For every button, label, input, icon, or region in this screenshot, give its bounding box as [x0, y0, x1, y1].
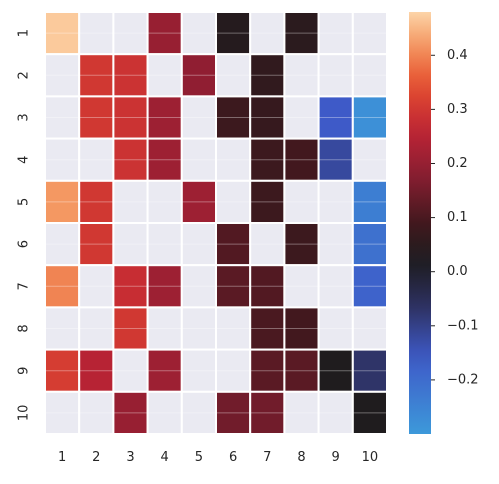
y-tick-label: 7: [17, 282, 32, 290]
heatmap-cell: [112, 95, 149, 140]
x-tick-label: 7: [263, 450, 271, 465]
heatmap-cell: [283, 306, 320, 351]
x-tick-label: 10: [362, 450, 379, 465]
heatmap-cell-empty: [180, 222, 218, 267]
heatmap-cell-empty: [180, 95, 218, 140]
heatmap-cell-empty: [146, 390, 183, 435]
heatmap-cell-empty: [78, 390, 115, 435]
y-tick-label: 9: [17, 367, 32, 375]
heatmap-cell-empty: [283, 179, 320, 225]
x-axis-ticks: 1 2 3 4 5 6 7 8 9 10: [58, 450, 378, 465]
heatmap-cell-empty: [44, 95, 81, 140]
colorbar-tick-label: 0.3: [447, 102, 468, 117]
heatmap-cells: [44, 11, 388, 435]
heatmap-cell-empty: [317, 306, 354, 351]
heatmap-cell-empty: [146, 222, 183, 267]
heatmap-cell: [112, 390, 149, 435]
heatmap-cell-empty: [215, 306, 252, 351]
heatmap-cell: [351, 179, 388, 225]
y-tick-label: 6: [17, 240, 32, 248]
heatmap-cell-empty: [180, 348, 218, 393]
y-tick-label: 4: [17, 156, 32, 164]
x-tick-label: 4: [161, 450, 169, 465]
y-tick-label: 5: [17, 198, 32, 206]
heatmap-cell-empty: [351, 53, 388, 98]
heatmap-cell-empty: [317, 222, 354, 267]
heatmap-cell-empty: [146, 53, 183, 98]
y-tick-label: 8: [17, 324, 32, 332]
heatmap-cell: [78, 53, 115, 98]
heatmap-cell: [44, 11, 81, 56]
heatmap-cell: [112, 264, 149, 309]
x-tick-label: 3: [126, 450, 134, 465]
heatmap-cell-empty: [283, 390, 320, 435]
colorbar-tick-label: 0.4: [447, 48, 468, 63]
colorbar: 0.4 0.3 0.2 0.1 0.0 −0.1 −0.2: [409, 12, 479, 434]
heatmap-cell-empty: [215, 348, 252, 393]
y-tick-label: 1: [17, 29, 32, 37]
x-tick-label: 8: [297, 450, 305, 465]
y-axis-ticks: 1 2 3 4 5 6 7 8 9 10: [17, 29, 32, 421]
x-tick-label: 5: [195, 450, 203, 465]
heatmap-cell-empty: [112, 179, 149, 225]
heatmap-cell: [146, 264, 183, 309]
y-tick-label: 3: [17, 113, 32, 121]
heatmap-cell: [180, 53, 218, 98]
y-tick-label: 10: [17, 405, 32, 422]
colorbar-tick-label: −0.1: [447, 318, 479, 333]
colorbar-tick-label: 0.0: [447, 264, 468, 279]
colorbar-gradient: [409, 12, 431, 434]
heatmap-cell-empty: [112, 11, 149, 56]
x-tick-label: 6: [229, 450, 237, 465]
colorbar-tick-label: 0.1: [447, 210, 468, 225]
heatmap-cell-empty: [317, 53, 354, 98]
heatmap-cell: [215, 95, 252, 140]
x-tick-label: 1: [58, 450, 66, 465]
heatmap-cell-empty: [351, 137, 388, 182]
heatmap-cell: [283, 11, 320, 56]
x-tick-label: 9: [332, 450, 340, 465]
heatmap-cell-empty: [78, 11, 115, 56]
y-tick-label: 2: [17, 71, 32, 79]
heatmap-cell-empty: [180, 264, 218, 309]
heatmap-cell: [249, 53, 286, 98]
heatmap-cell: [283, 222, 320, 267]
heatmap-cell-empty: [351, 11, 388, 56]
heatmap-cell-empty: [78, 306, 115, 351]
x-tick-label: 2: [92, 450, 100, 465]
heatmap-cell: [351, 222, 388, 267]
colorbar-tick-label: −0.2: [447, 372, 479, 387]
heatmap-cell: [351, 264, 388, 309]
heatmap-cell: [215, 222, 252, 267]
heatmap-cell-empty: [317, 390, 354, 435]
heatmap-cell-empty: [351, 306, 388, 351]
heatmap-cell-empty: [146, 179, 183, 225]
heatmap-cell: [215, 390, 252, 435]
heatmap-cell: [44, 179, 81, 225]
heatmap-cell-empty: [283, 53, 320, 98]
colorbar-tick-label: 0.2: [447, 156, 468, 171]
heatmap-cell: [112, 306, 149, 351]
heatmap-cell: [317, 137, 354, 182]
heatmap-cell: [351, 390, 388, 435]
